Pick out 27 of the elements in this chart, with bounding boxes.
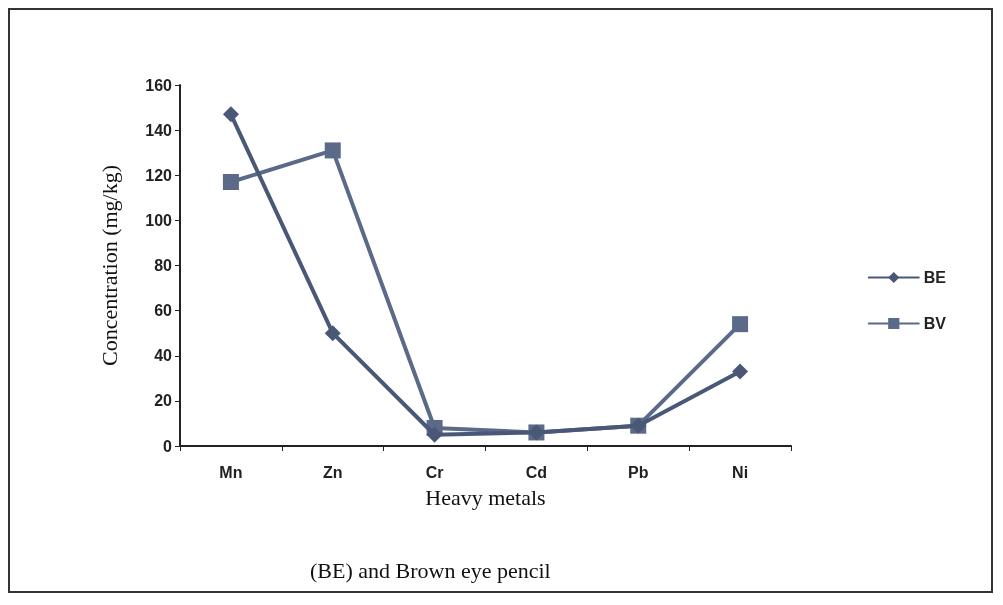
text: (BE) and Brown eye pencil bbox=[310, 557, 551, 583]
y-tick-label: 20 bbox=[154, 392, 173, 410]
y-tick-label: 160 bbox=[145, 76, 173, 94]
legend-label: BV bbox=[923, 315, 947, 332]
point bbox=[324, 325, 341, 342]
y-tick-label: 100 bbox=[145, 211, 173, 229]
y-tick-label: 60 bbox=[154, 302, 173, 320]
x-tick-label: Pb bbox=[628, 463, 649, 481]
point bbox=[732, 316, 749, 333]
x-tick-label: Cd bbox=[525, 463, 548, 481]
point bbox=[324, 142, 341, 159]
point bbox=[426, 426, 443, 443]
x-tick-label: Zn bbox=[322, 463, 343, 481]
y-tick-label: 80 bbox=[154, 257, 173, 274]
legend-label: BE bbox=[923, 269, 947, 286]
y-tick-label: 120 bbox=[145, 166, 173, 184]
y-tick-label: 0 bbox=[163, 437, 173, 455]
y-tick-label: 40 bbox=[154, 347, 173, 365]
y-axis-title: Concentration (mg/kg) bbox=[96, 164, 122, 367]
y-tick-label: 140 bbox=[145, 121, 173, 139]
x-tick-label: Cr bbox=[425, 463, 444, 481]
x-tick-label: Mn bbox=[219, 463, 243, 481]
point bbox=[732, 363, 749, 380]
point bbox=[222, 106, 239, 123]
point bbox=[222, 174, 239, 191]
x-axis-title: Heavy metals bbox=[425, 484, 546, 510]
x-tick-label: Ni bbox=[732, 463, 749, 481]
